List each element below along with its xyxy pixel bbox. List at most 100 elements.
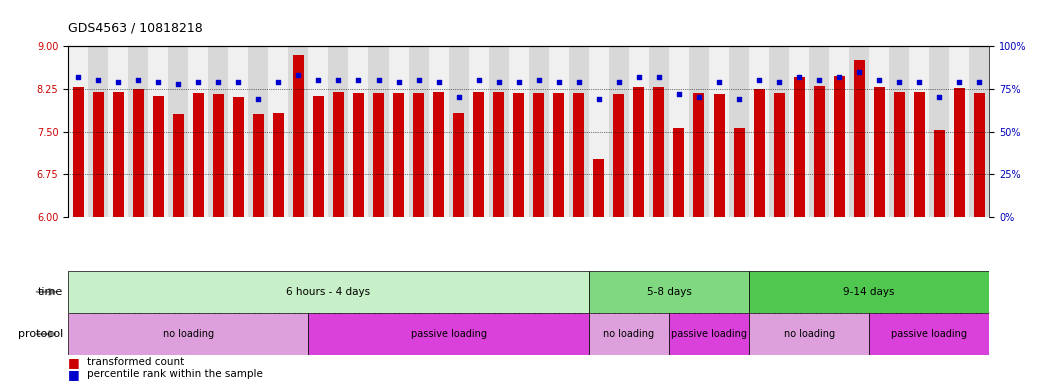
Bar bbox=[673, 127, 685, 217]
Text: GSM930495: GSM930495 bbox=[356, 271, 361, 315]
Text: GSM930513: GSM930513 bbox=[916, 271, 922, 315]
Bar bbox=[248, 46, 268, 217]
Bar bbox=[353, 93, 364, 217]
Bar bbox=[789, 46, 809, 217]
Bar bbox=[473, 92, 484, 217]
Bar bbox=[373, 93, 384, 217]
Bar bbox=[128, 46, 149, 217]
Bar bbox=[469, 46, 489, 217]
Bar bbox=[193, 93, 204, 217]
Point bbox=[430, 79, 447, 85]
Text: passive loading: passive loading bbox=[671, 329, 747, 339]
Bar bbox=[814, 86, 825, 217]
Bar bbox=[894, 92, 905, 217]
Text: GSM930484: GSM930484 bbox=[596, 271, 602, 315]
Bar bbox=[68, 271, 588, 313]
Text: GSM930476: GSM930476 bbox=[175, 271, 181, 315]
Text: 5-8 days: 5-8 days bbox=[646, 287, 691, 297]
Bar bbox=[72, 87, 84, 217]
Text: GSM930473: GSM930473 bbox=[115, 271, 121, 315]
Text: time: time bbox=[38, 287, 63, 297]
Bar bbox=[909, 46, 930, 217]
Bar bbox=[153, 96, 163, 217]
Text: GSM930487: GSM930487 bbox=[655, 271, 662, 315]
Bar bbox=[293, 55, 304, 217]
Point bbox=[691, 94, 708, 101]
Bar bbox=[393, 93, 404, 217]
Bar bbox=[193, 93, 204, 217]
Text: GSM930493: GSM930493 bbox=[856, 271, 863, 315]
Bar bbox=[493, 92, 505, 217]
Point bbox=[871, 77, 888, 83]
Bar bbox=[754, 89, 764, 217]
Bar bbox=[533, 93, 544, 217]
Text: 6 hours - 4 days: 6 hours - 4 days bbox=[287, 287, 371, 297]
Bar bbox=[349, 46, 369, 217]
Bar bbox=[188, 46, 208, 217]
Bar bbox=[232, 97, 244, 217]
Point bbox=[230, 79, 247, 85]
Point bbox=[951, 79, 967, 85]
Bar bbox=[894, 92, 905, 217]
Text: GSM930491: GSM930491 bbox=[817, 271, 822, 315]
Text: GSM930501: GSM930501 bbox=[475, 271, 482, 315]
Bar bbox=[729, 46, 749, 217]
Bar bbox=[950, 46, 970, 217]
Bar bbox=[629, 46, 649, 217]
Bar bbox=[113, 92, 124, 217]
Bar bbox=[713, 94, 725, 217]
Text: ■: ■ bbox=[68, 368, 80, 381]
Bar bbox=[333, 92, 344, 217]
Bar bbox=[713, 94, 725, 217]
Bar bbox=[513, 93, 525, 217]
Bar bbox=[653, 86, 665, 217]
Text: GSM930502: GSM930502 bbox=[495, 271, 502, 315]
Bar bbox=[588, 46, 609, 217]
Bar bbox=[68, 313, 309, 355]
Bar bbox=[309, 46, 329, 217]
Text: GSM930500: GSM930500 bbox=[455, 271, 462, 315]
Bar bbox=[388, 46, 408, 217]
Bar bbox=[914, 92, 925, 217]
Point bbox=[371, 77, 387, 83]
Point bbox=[270, 79, 287, 85]
Text: GSM930481: GSM930481 bbox=[275, 271, 282, 315]
Text: GSM930510: GSM930510 bbox=[736, 271, 742, 315]
Bar bbox=[970, 46, 989, 217]
Bar bbox=[954, 88, 965, 217]
Text: GSM930504: GSM930504 bbox=[536, 271, 541, 315]
Text: GSM930488: GSM930488 bbox=[756, 271, 762, 315]
Point bbox=[310, 77, 327, 83]
Text: GSM930485: GSM930485 bbox=[616, 271, 622, 315]
Bar bbox=[414, 93, 424, 217]
Bar bbox=[709, 46, 729, 217]
Point bbox=[510, 79, 527, 85]
Bar bbox=[930, 46, 950, 217]
Bar bbox=[649, 46, 669, 217]
Point bbox=[810, 77, 827, 83]
Bar bbox=[853, 60, 865, 217]
Text: GSM930507: GSM930507 bbox=[676, 271, 682, 315]
Text: GSM930516: GSM930516 bbox=[977, 271, 982, 315]
Bar bbox=[653, 86, 665, 217]
Bar bbox=[433, 92, 444, 217]
Text: GSM930494: GSM930494 bbox=[335, 271, 341, 315]
Bar bbox=[252, 114, 264, 217]
Bar bbox=[313, 96, 324, 217]
Text: passive loading: passive loading bbox=[891, 329, 967, 339]
Bar bbox=[329, 46, 349, 217]
Text: percentile rank within the sample: percentile rank within the sample bbox=[87, 369, 263, 379]
Bar bbox=[770, 46, 789, 217]
Bar bbox=[669, 46, 689, 217]
Bar bbox=[574, 93, 584, 217]
Text: GSM930499: GSM930499 bbox=[436, 271, 442, 315]
Point bbox=[931, 94, 948, 101]
Bar bbox=[869, 46, 889, 217]
Bar bbox=[693, 93, 705, 217]
Point bbox=[571, 79, 587, 85]
Point bbox=[731, 96, 748, 102]
Point bbox=[670, 91, 687, 97]
Text: GSM930505: GSM930505 bbox=[556, 271, 562, 315]
Point bbox=[250, 96, 267, 102]
Point bbox=[190, 79, 206, 85]
